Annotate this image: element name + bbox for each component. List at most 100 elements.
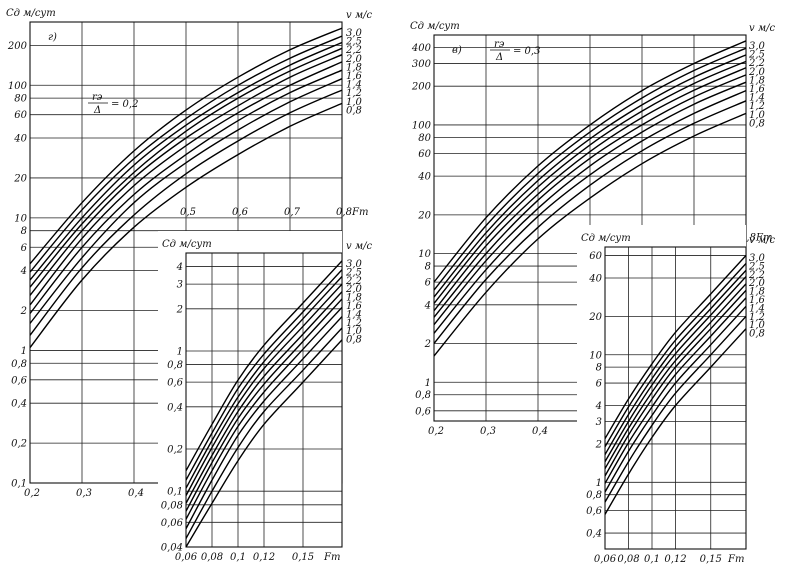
panel-letter: в)	[452, 45, 462, 56]
y-tick-label: 0,1	[11, 479, 27, 490]
series-line-v-0-8	[30, 102, 342, 349]
series-label: 1,6	[346, 301, 363, 312]
x-tick-label: 0,8	[336, 207, 352, 218]
series-line-v-1-8	[605, 283, 746, 469]
y-tick-label: 3	[177, 280, 183, 291]
y-tick-label: 100	[412, 120, 432, 131]
series-label: 2,0	[748, 67, 766, 78]
y-tick-label: 0,8	[586, 490, 602, 501]
series-label: 2,2	[748, 270, 765, 281]
series-line-v-1-4	[186, 306, 342, 520]
series-line-v-1-2	[186, 316, 342, 530]
series-line-v-1-8	[186, 291, 342, 504]
y-tick-label: 6	[596, 379, 603, 390]
y-tick-label: 4	[20, 266, 27, 277]
y-tick-label: 80	[418, 133, 431, 144]
series-line-v-2-0	[186, 283, 342, 496]
y-tick-label: 100	[8, 81, 28, 92]
y-tick-label: 10	[14, 213, 27, 224]
x-tick-label: 0,1	[230, 552, 246, 563]
series-line-v-1-4	[434, 81, 746, 326]
series-label: 1,4	[749, 303, 765, 314]
series-line-v-3-0	[605, 255, 746, 439]
plot-frame	[185, 252, 343, 548]
x-axis-label: Fт	[323, 552, 340, 563]
y-tick-label: 1	[177, 347, 183, 358]
series-line-v-3-0	[434, 40, 746, 283]
y-tick-label: 20	[13, 173, 27, 184]
series-line-v-1-0	[434, 100, 746, 344]
y-tick-label: 300	[412, 59, 432, 70]
y-tick-label: 2	[595, 439, 602, 450]
plot-frame	[604, 246, 747, 550]
chart-background	[158, 231, 342, 547]
series-line-v-2-2	[434, 54, 746, 298]
y-tick-label: 60	[14, 110, 27, 121]
x-tick-label: 0,15	[700, 554, 722, 565]
x-tick-label: 0,4	[128, 488, 144, 499]
panel-letter: г)	[48, 32, 57, 43]
y-tick-label: 6	[425, 278, 432, 289]
x-tick-label: 0,08	[617, 554, 639, 565]
x-tick-label: 0,3	[480, 426, 496, 437]
legend-title: v м/с	[346, 10, 372, 21]
legend-title: v м/с	[749, 23, 775, 34]
x-axis-label: Fт	[755, 232, 772, 243]
y-axis-label: Cд м/сут	[162, 239, 212, 250]
x-tick-label: 0,15	[292, 552, 314, 563]
series-line-v-1-6	[434, 74, 746, 318]
x-tick-label: 0,8	[740, 232, 756, 243]
y-tick-label: 0,6	[586, 506, 603, 517]
x-tick-label: 0,06	[594, 554, 617, 565]
series-label: 3,0	[346, 259, 363, 270]
series-label: 1,2	[749, 312, 765, 323]
series-line-v-1-2	[30, 78, 342, 324]
y-tick-label: 0,4	[11, 399, 27, 410]
y-tick-label: 2	[20, 306, 27, 317]
y-tick-label: 0,6	[11, 375, 28, 386]
y-tick-label: 0,4	[586, 529, 602, 540]
annotation-numerator: rэ	[494, 39, 505, 50]
series-label: 3,0	[749, 41, 766, 52]
series-line-v-2-5	[605, 263, 746, 448]
series-label: 0,8	[346, 105, 362, 116]
series-label: 1,0	[346, 326, 363, 337]
series-line-v-3-0	[30, 27, 342, 265]
series-label: 1,6	[749, 84, 766, 95]
series-label: 2,2	[748, 58, 765, 69]
series-line-v-2-5	[434, 47, 746, 291]
y-tick-label: 4	[176, 262, 183, 273]
x-tick-label: 0,1	[644, 554, 660, 565]
y-tick-label: 1	[425, 378, 431, 389]
y-tick-label: 60	[589, 251, 602, 262]
y-tick-label: 0,8	[167, 360, 183, 371]
series-line-v-3-0	[186, 260, 342, 472]
series-line-v-2-2	[30, 41, 342, 281]
series-label: 2,5	[748, 50, 765, 61]
y-tick-label: 40	[13, 134, 27, 145]
series-line-v-1-6	[605, 289, 746, 477]
series-label: 3,0	[749, 253, 766, 264]
y-tick-label: 0,4	[167, 402, 183, 413]
series-line-v-0-8	[605, 328, 746, 515]
y-tick-label: 8	[596, 363, 602, 374]
series-label: 2,5	[748, 261, 765, 272]
legend-title: v м/с	[346, 241, 372, 252]
series-line-v-2-0	[434, 60, 746, 304]
y-tick-label: 80	[14, 94, 27, 105]
y-tick-label: 0,2	[167, 445, 183, 456]
series-line-v-1-8	[434, 67, 746, 312]
series-line-v-1-0	[605, 315, 746, 503]
y-tick-label: 20	[417, 210, 431, 221]
y-tick-label: 1	[21, 346, 27, 357]
x-tick-label: 0,6	[232, 207, 249, 218]
y-tick-label: 40	[588, 273, 602, 284]
chart-background	[577, 225, 746, 549]
series-label: 1,6	[346, 71, 363, 82]
series-label: 2,2	[345, 45, 362, 56]
y-tick-label: 3	[596, 417, 602, 428]
series-line-v-1-4	[605, 297, 746, 484]
annotation-denominator: Δ	[93, 105, 101, 116]
